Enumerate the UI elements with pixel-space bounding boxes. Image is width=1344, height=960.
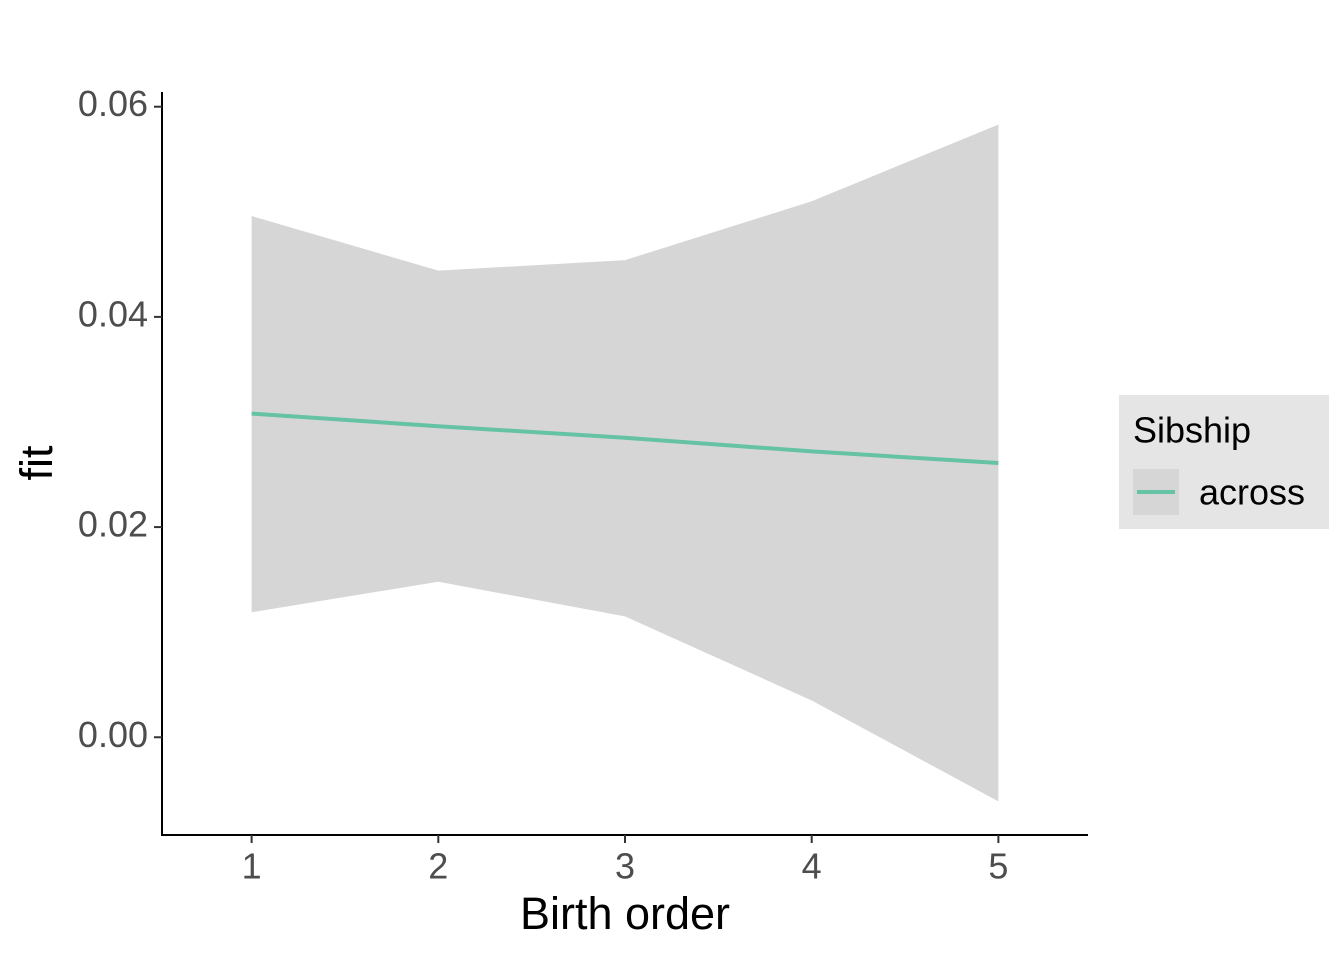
legend-label: across [1199, 472, 1305, 513]
y-axis-title: fit [11, 445, 62, 481]
y-tick-label: 0.02 [78, 504, 148, 545]
x-tick-label: 1 [242, 846, 262, 887]
x-tick-label: 5 [988, 846, 1008, 887]
x-tick-label: 2 [428, 846, 448, 887]
legend-title: Sibship [1133, 410, 1251, 451]
x-axis-title: Birth order [520, 888, 730, 939]
y-tick-label: 0.04 [78, 293, 148, 334]
x-tick-label: 4 [802, 846, 822, 887]
x-tick-label: 3 [615, 846, 635, 887]
y-tick-label: 0.00 [78, 714, 148, 755]
y-tick-label: 0.06 [78, 83, 148, 124]
confidence-band [251, 124, 999, 802]
line [251, 411, 999, 465]
